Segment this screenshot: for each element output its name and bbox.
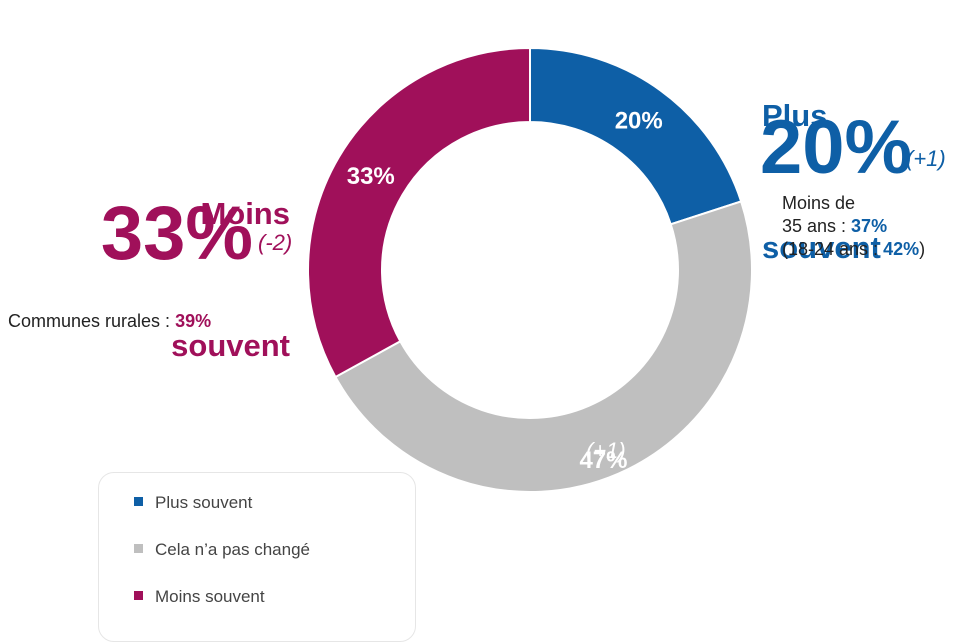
donut-segment	[307, 46, 531, 379]
donut-segment	[529, 46, 743, 226]
note-text: 35 ans :	[782, 216, 852, 236]
title-line: Moins	[200, 196, 290, 231]
note-text: 37%	[851, 216, 888, 236]
data-label: 20%	[615, 107, 663, 134]
legend-swatch	[134, 497, 143, 506]
data-label: 47%	[579, 447, 627, 474]
legend-label: Moins souvent	[155, 587, 265, 606]
title-line: souvent	[171, 328, 290, 363]
title-line: Plus	[762, 98, 828, 133]
legend-item: Cela n’a pas changé	[134, 540, 310, 560]
left-change: (-2)	[258, 230, 293, 255]
note-line: Moins de	[782, 192, 925, 215]
right-note: Moins de 35 ans : 37% (18-24 ans : 42%)	[782, 192, 925, 261]
right-change: (+1)	[906, 146, 946, 171]
data-label: 33%	[347, 163, 395, 190]
title-line: souvent	[762, 230, 881, 265]
chart: 20% 47% 33%	[307, 46, 753, 493]
legend-item: Moins souvent	[134, 587, 265, 607]
right-title: Plus souvent	[762, 6, 881, 314]
left-note: Communes rurales : 39%	[8, 310, 211, 333]
note-text: )	[919, 239, 926, 259]
note-text: (18-24 ans :	[782, 239, 884, 259]
legend-swatch	[134, 591, 143, 600]
legend-swatch	[134, 544, 143, 553]
legend-label: Cela n’a pas changé	[155, 540, 311, 559]
legend-item: Plus souvent	[134, 493, 252, 513]
note-line: 35 ans : 37%	[782, 215, 925, 238]
middle-change: (+1)	[586, 438, 626, 463]
note-line: Communes rurales : 39%	[8, 310, 211, 333]
note-text: 39%	[175, 311, 212, 331]
note-line: (18-24 ans : 42%)	[782, 238, 925, 261]
left-value: 33%	[100, 191, 253, 276]
note-text: Moins de	[782, 193, 856, 213]
legend-label: Plus souvent	[155, 493, 253, 512]
note-text: Communes rurales :	[8, 311, 176, 331]
right-value: 20%	[760, 105, 913, 190]
page: {"chart_data": {"type": "donut", "catego…	[8, 6, 946, 642]
legend: Plus souvent Cela n’a pas changé Moins sou…	[98, 472, 416, 642]
note-text: 42%	[883, 239, 920, 259]
donut-segment	[334, 200, 753, 493]
left-title: Moins souvent	[171, 104, 290, 412]
